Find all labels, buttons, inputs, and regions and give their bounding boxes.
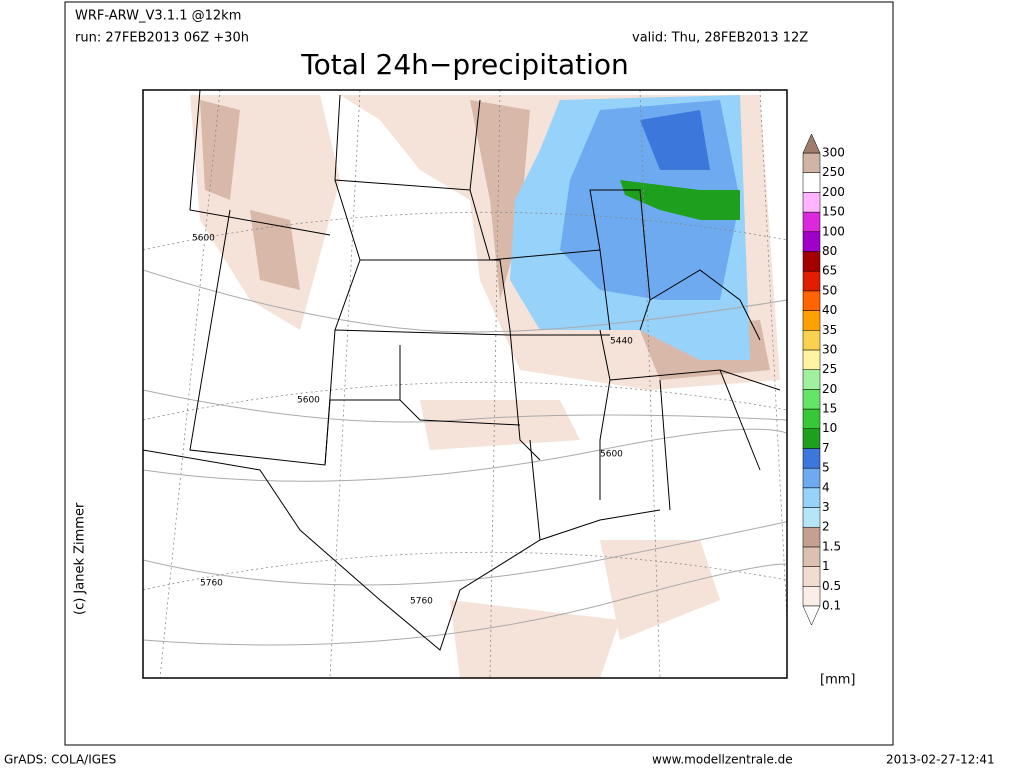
colorbar-label: 20 <box>822 382 837 396</box>
colorbar-label: 5 <box>822 461 830 475</box>
colorbar-box <box>802 546 821 567</box>
contour-labels: 5600 5600 5440 5600 5760 5760 <box>192 234 633 607</box>
run-label: run: 27FEB2013 06Z +30h <box>75 31 249 46</box>
colorbar-under <box>802 605 821 626</box>
colorbar-label: 150 <box>822 205 845 219</box>
colorbar-label: 30 <box>822 342 837 356</box>
colorbar-label: 4 <box>822 480 830 494</box>
colorbar-label: 1 <box>822 559 830 573</box>
footer-left: GrADS: COLA/IGES <box>4 753 116 767</box>
contour-label: 5760 <box>200 579 223 589</box>
colorbar-box <box>802 507 821 528</box>
colorbar-over <box>802 133 821 154</box>
colorbar-box <box>802 467 821 489</box>
footer-right: 2013-02-27-12:41 <box>886 753 995 767</box>
colorbar-box <box>802 389 821 410</box>
colorbar-box <box>802 448 821 469</box>
colorbar-label: 35 <box>822 323 837 337</box>
unit-label: [mm] <box>820 673 855 688</box>
colorbar-label: 2 <box>822 520 830 534</box>
colorbar-label: 250 <box>822 165 845 179</box>
footer-center: www.modellzentrale.de <box>652 753 793 767</box>
colorbar-box <box>802 290 821 311</box>
valid-label: valid: Thu, 28FEB2013 12Z <box>632 31 808 46</box>
colorbar-box <box>802 330 821 351</box>
colorbar-label: 50 <box>822 283 837 297</box>
colorbar-box <box>802 270 821 292</box>
colorbar-box <box>802 586 821 607</box>
colorbar-box <box>802 152 821 173</box>
colorbar-box <box>802 487 821 508</box>
colorbar-box <box>802 526 821 548</box>
colorbar-box <box>802 172 821 193</box>
colorbar-label: 7 <box>822 441 830 455</box>
colorbar-label: 65 <box>822 264 837 278</box>
colorbar-box <box>802 408 821 429</box>
contour-label: 5600 <box>297 396 320 406</box>
precip-green <box>620 180 740 220</box>
colorbar-label: 1.5 <box>822 539 841 553</box>
colorbar-box <box>802 369 821 390</box>
colorbar-label: 80 <box>822 244 837 258</box>
contour-label: 5440 <box>610 337 633 347</box>
colorbar-box <box>802 192 821 213</box>
map-border <box>142 89 788 679</box>
graticule <box>143 90 787 678</box>
precip-dark-blue <box>640 110 710 170</box>
colorbar-box <box>802 566 821 587</box>
title: Total 24h−precipitation <box>300 48 629 81</box>
contour-label: 5760 <box>410 597 433 607</box>
colorbar-label: 100 <box>822 224 845 238</box>
colorbar-label: 300 <box>822 146 845 160</box>
contour-label: 5600 <box>192 234 215 244</box>
frame <box>64 1 894 746</box>
colorbar-box <box>802 251 821 272</box>
model-label: WRF-ARW_V3.1.1 @12km <box>75 9 241 24</box>
colorbar: 0.1 0.5 1 1.5 2 3 4 5 7 10 15 20 25 30 35 40 50 65 80 100 15… <box>802 133 845 626</box>
colorbar-label: 15 <box>822 402 837 416</box>
map <box>143 90 787 678</box>
colorbar-box <box>802 428 821 449</box>
colorbar-label: 0.1 <box>822 599 841 613</box>
colorbar-box <box>802 310 821 331</box>
colorbar-label: 3 <box>822 500 830 514</box>
colorbar-label: 40 <box>822 303 837 317</box>
colorbar-label: 10 <box>822 421 837 435</box>
colorbar-box <box>802 349 821 370</box>
colorbar-label: 0.5 <box>822 579 841 593</box>
colorbar-label: 25 <box>822 362 837 376</box>
colorbar-box <box>802 231 821 252</box>
colorbar-box <box>802 211 821 233</box>
colorbar-label: 200 <box>822 185 845 199</box>
contours <box>143 269 787 646</box>
borders <box>143 90 781 651</box>
credit: (c) Janek Zimmer <box>73 502 88 615</box>
contour-label: 5600 <box>600 450 623 460</box>
